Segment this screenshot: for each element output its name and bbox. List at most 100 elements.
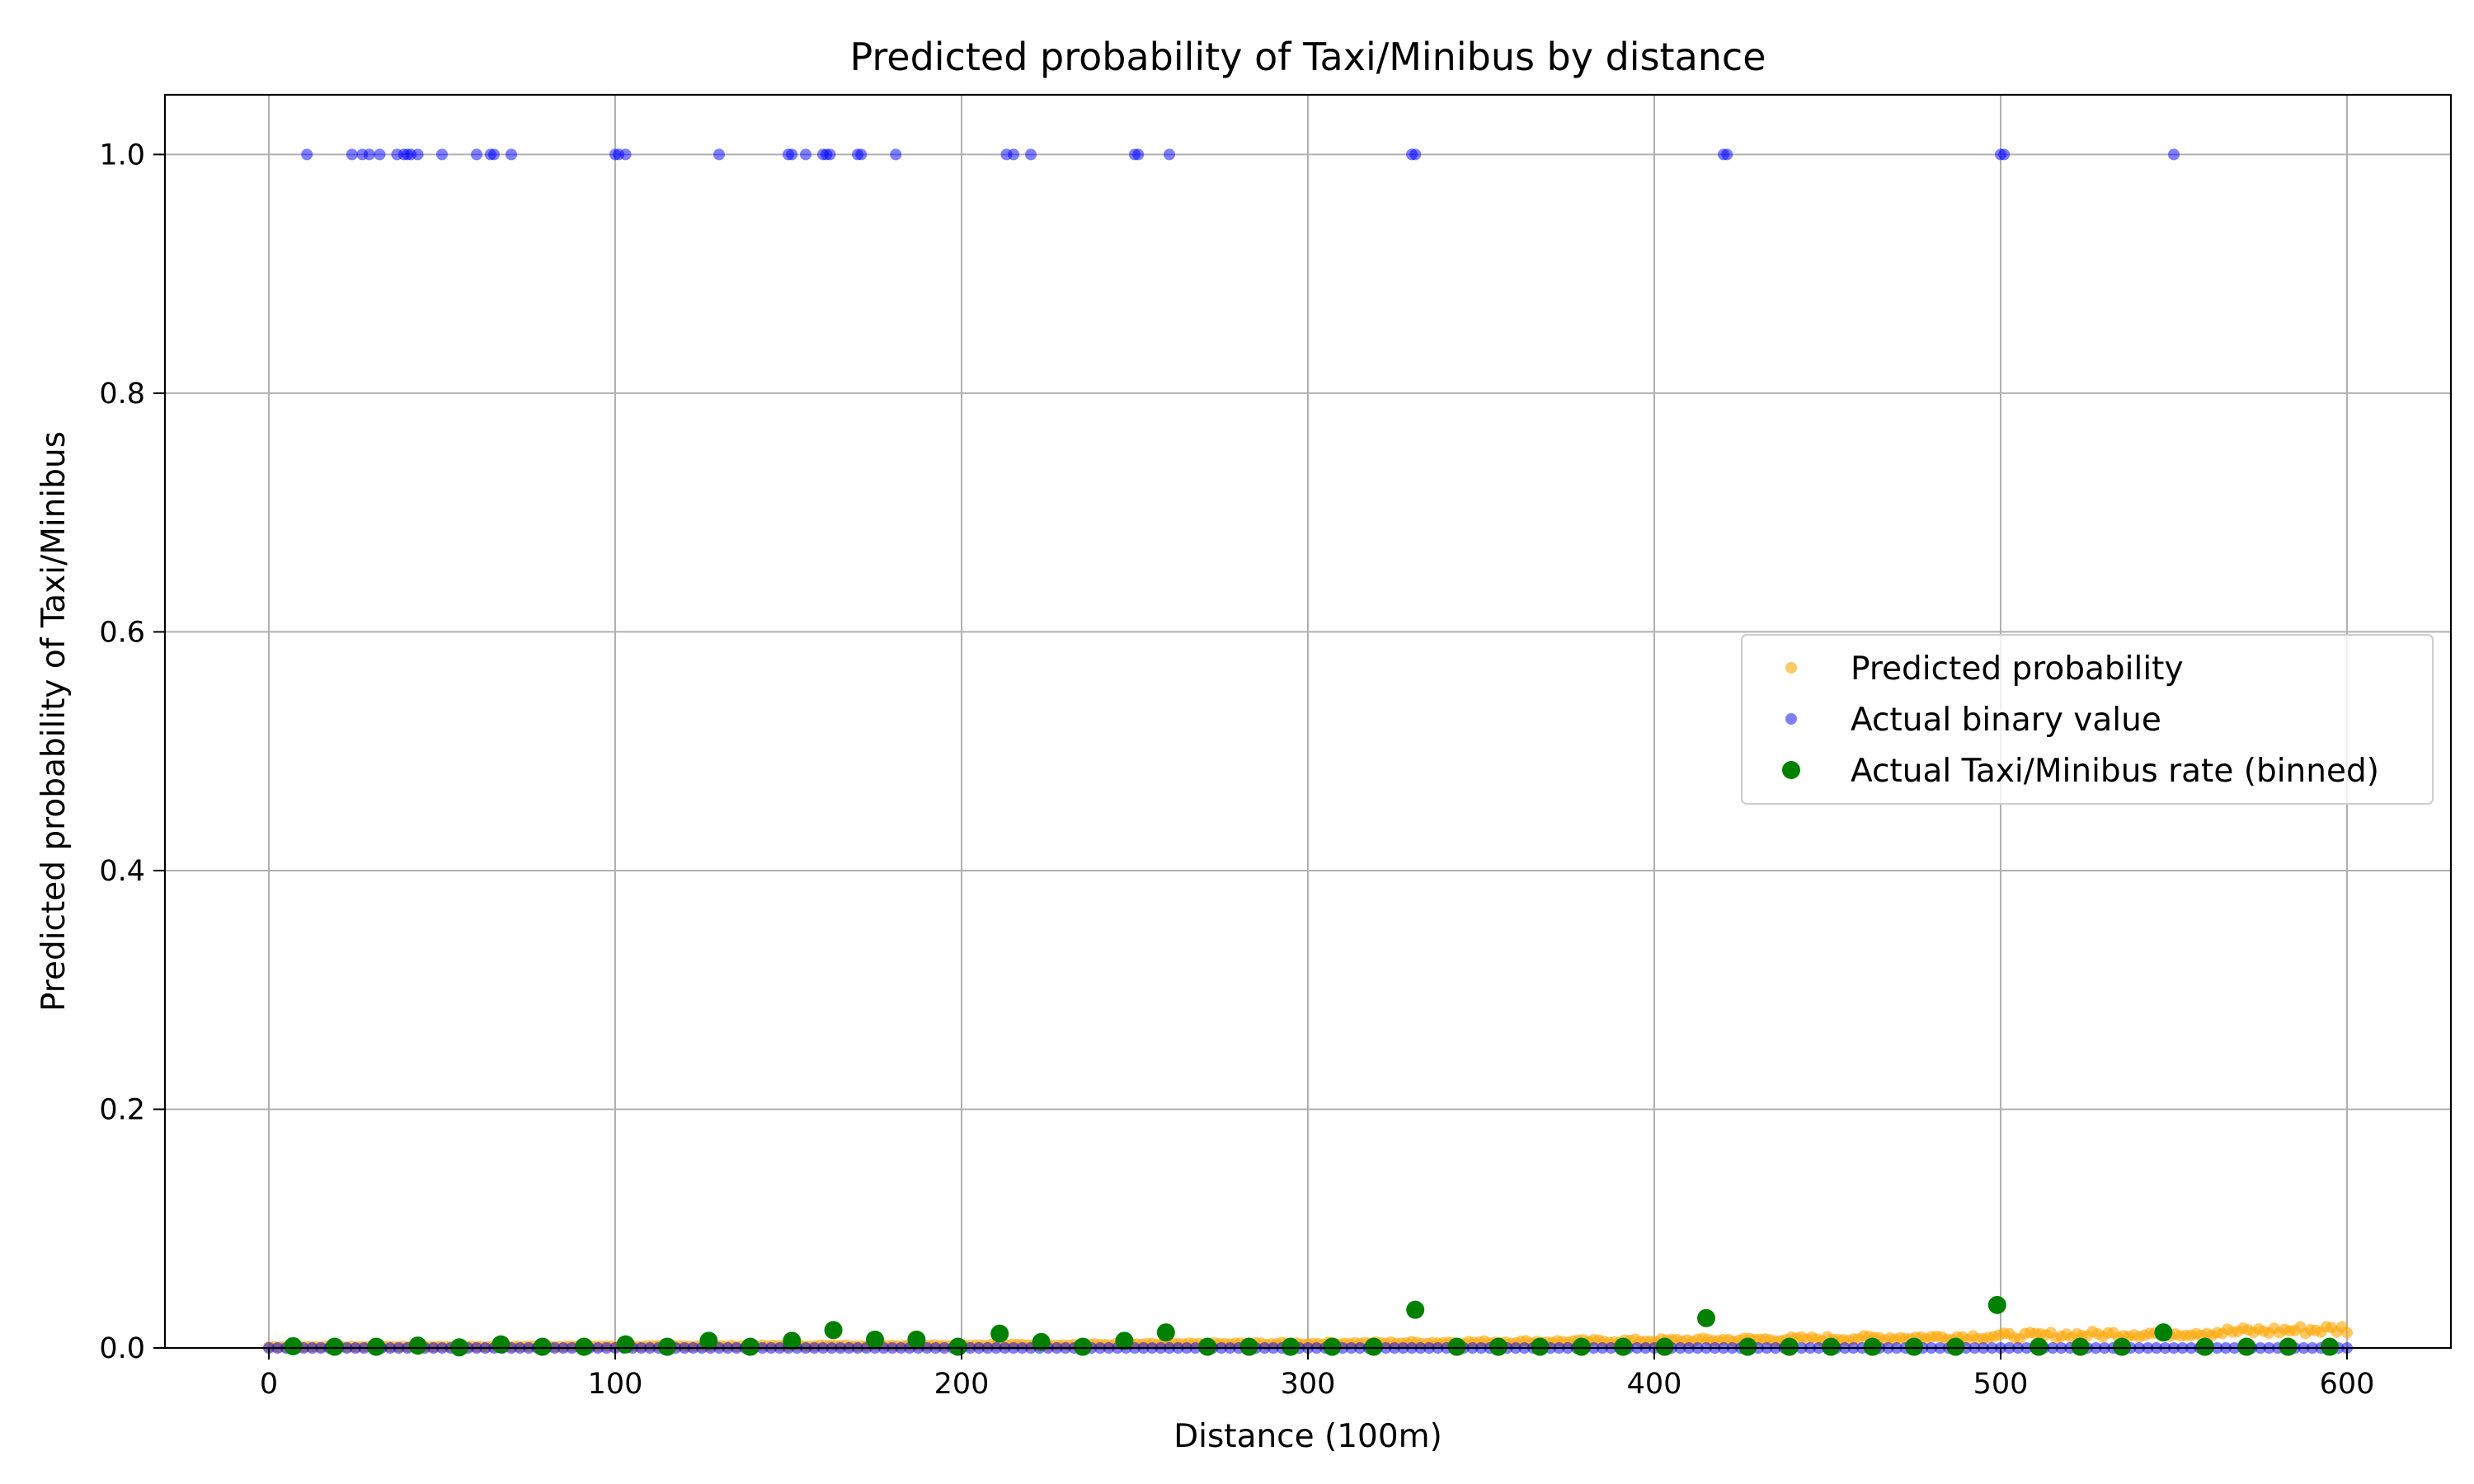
actual-one-point — [1025, 148, 1037, 161]
binned-rate-point — [1364, 1337, 1383, 1356]
binned-rate-point — [699, 1331, 718, 1350]
predicted-point — [2341, 1327, 2353, 1339]
binned-rate-point — [1655, 1337, 1674, 1356]
actual-one-point — [363, 148, 375, 161]
binned-rate-point — [948, 1337, 967, 1356]
y-tick-label: 1.0 — [99, 139, 145, 171]
actual-one-point — [824, 148, 836, 161]
legend-box — [1741, 634, 2434, 805]
actual-one-point — [412, 148, 424, 161]
chart-title: Predicted probability of Taxi/Minibus by… — [849, 35, 1766, 79]
binned-rate-point — [1323, 1337, 1342, 1356]
actual-one-point — [1164, 148, 1175, 161]
binned-rate-point — [783, 1331, 802, 1350]
binned-rate-point — [824, 1321, 843, 1340]
actual-one-point — [488, 148, 500, 161]
binned-rate-point — [1198, 1337, 1217, 1356]
binned-rate-points — [284, 1295, 2339, 1357]
binned-rate-point — [1697, 1308, 1715, 1327]
legend-label-predicted: Predicted probability — [1851, 650, 2184, 688]
actual-one-point — [374, 148, 386, 161]
binned-rate-point — [1905, 1337, 1923, 1356]
x-axis-label: Distance (100m) — [1174, 1418, 1442, 1455]
binned-rate-point — [1239, 1337, 1258, 1356]
legend-marker-binned-rate — [1782, 761, 1800, 779]
actual-one-point — [1008, 148, 1019, 161]
binned-rate-point — [2030, 1337, 2048, 1356]
binned-rate-point — [284, 1336, 303, 1355]
binned-rate-point — [1946, 1337, 1965, 1356]
legend-marker-actual-binary — [1785, 713, 1797, 725]
binned-rate-point — [1489, 1337, 1507, 1356]
y-tick-label: 0.2 — [99, 1093, 145, 1126]
actual-one-point — [471, 148, 482, 161]
binned-rate-point — [2113, 1337, 2131, 1356]
y-tick-label: 0.8 — [99, 378, 145, 411]
actual-one-point — [786, 148, 798, 161]
actual-one-point — [890, 148, 902, 161]
actual-one-point — [301, 148, 313, 161]
binned-rate-point — [1032, 1332, 1051, 1351]
x-tick-label: 300 — [1281, 1368, 1336, 1401]
x-tick-label: 500 — [1973, 1368, 2029, 1401]
actual-one-point — [1132, 148, 1145, 161]
actual-one-point — [1721, 148, 1733, 161]
binned-rate-point — [2195, 1337, 2214, 1356]
binned-rate-point — [408, 1336, 427, 1355]
x-tick-label: 100 — [588, 1368, 643, 1401]
actual-one-point — [619, 148, 632, 161]
actual-one-point — [1998, 148, 2011, 161]
actual-one-point — [2168, 148, 2180, 161]
binned-rate-point — [2321, 1337, 2339, 1356]
binned-rate-point — [616, 1335, 635, 1354]
binned-rate-point — [1822, 1337, 1841, 1356]
binned-rate-point — [1863, 1337, 1882, 1356]
legend-marker-predicted — [1785, 662, 1797, 674]
binned-rate-point — [1614, 1337, 1633, 1356]
binned-rate-point — [1282, 1337, 1300, 1356]
binned-rate-point — [1572, 1337, 1591, 1356]
y-tick-label: 0.0 — [99, 1332, 145, 1365]
binned-rate-point — [1406, 1300, 1425, 1319]
y-tick-label: 0.4 — [99, 855, 145, 888]
binned-rate-point — [907, 1330, 926, 1349]
binned-rate-point — [1780, 1337, 1799, 1356]
binned-rate-point — [533, 1337, 552, 1356]
binned-rate-point — [1738, 1337, 1757, 1356]
x-tick-label: 200 — [934, 1368, 990, 1401]
actual-one-point — [506, 148, 517, 161]
legend: Predicted probability Actual binary valu… — [1741, 634, 2434, 805]
binned-rate-point — [325, 1337, 344, 1356]
binned-rate-point — [2071, 1337, 2090, 1356]
binned-rate-point — [575, 1337, 594, 1356]
binned-rate-point — [1074, 1337, 1092, 1356]
actual-one-point — [436, 148, 448, 161]
legend-label-binned-rate: Actual Taxi/Minibus rate (binned) — [1851, 753, 2379, 790]
y-axis-label: Predicted probability of Taxi/Minibus — [35, 431, 73, 1012]
binned-rate-point — [741, 1337, 760, 1356]
legend-label-actual-binary: Actual binary value — [1851, 702, 2161, 739]
actual-one-point — [713, 148, 725, 161]
binned-rate-point — [2237, 1337, 2256, 1356]
binned-rate-point — [2154, 1323, 2173, 1342]
binned-rate-point — [2279, 1337, 2298, 1356]
actual-one-point — [855, 148, 868, 161]
x-tick-label: 400 — [1627, 1368, 1682, 1401]
binned-rate-point — [990, 1324, 1009, 1343]
actual-one-point — [1409, 148, 1422, 161]
actual-one-point — [800, 148, 811, 161]
actual-one-point — [346, 148, 358, 161]
binned-rate-point — [1531, 1337, 1550, 1356]
binned-rate-point — [367, 1337, 386, 1356]
binned-rate-point — [866, 1330, 884, 1349]
x-tick-label: 0 — [260, 1368, 278, 1401]
binned-rate-point — [492, 1335, 510, 1354]
x-tick-label: 600 — [2320, 1368, 2375, 1401]
binned-rate-point — [1115, 1331, 1134, 1350]
y-tick-label: 0.6 — [99, 616, 145, 649]
binned-rate-point — [1447, 1337, 1466, 1356]
binned-rate-point — [1156, 1323, 1175, 1342]
axis-ticks: 0 100 200 300 400 500 600 0.0 0.2 0.4 0.6 0.8 1.0 — [99, 139, 2374, 1401]
